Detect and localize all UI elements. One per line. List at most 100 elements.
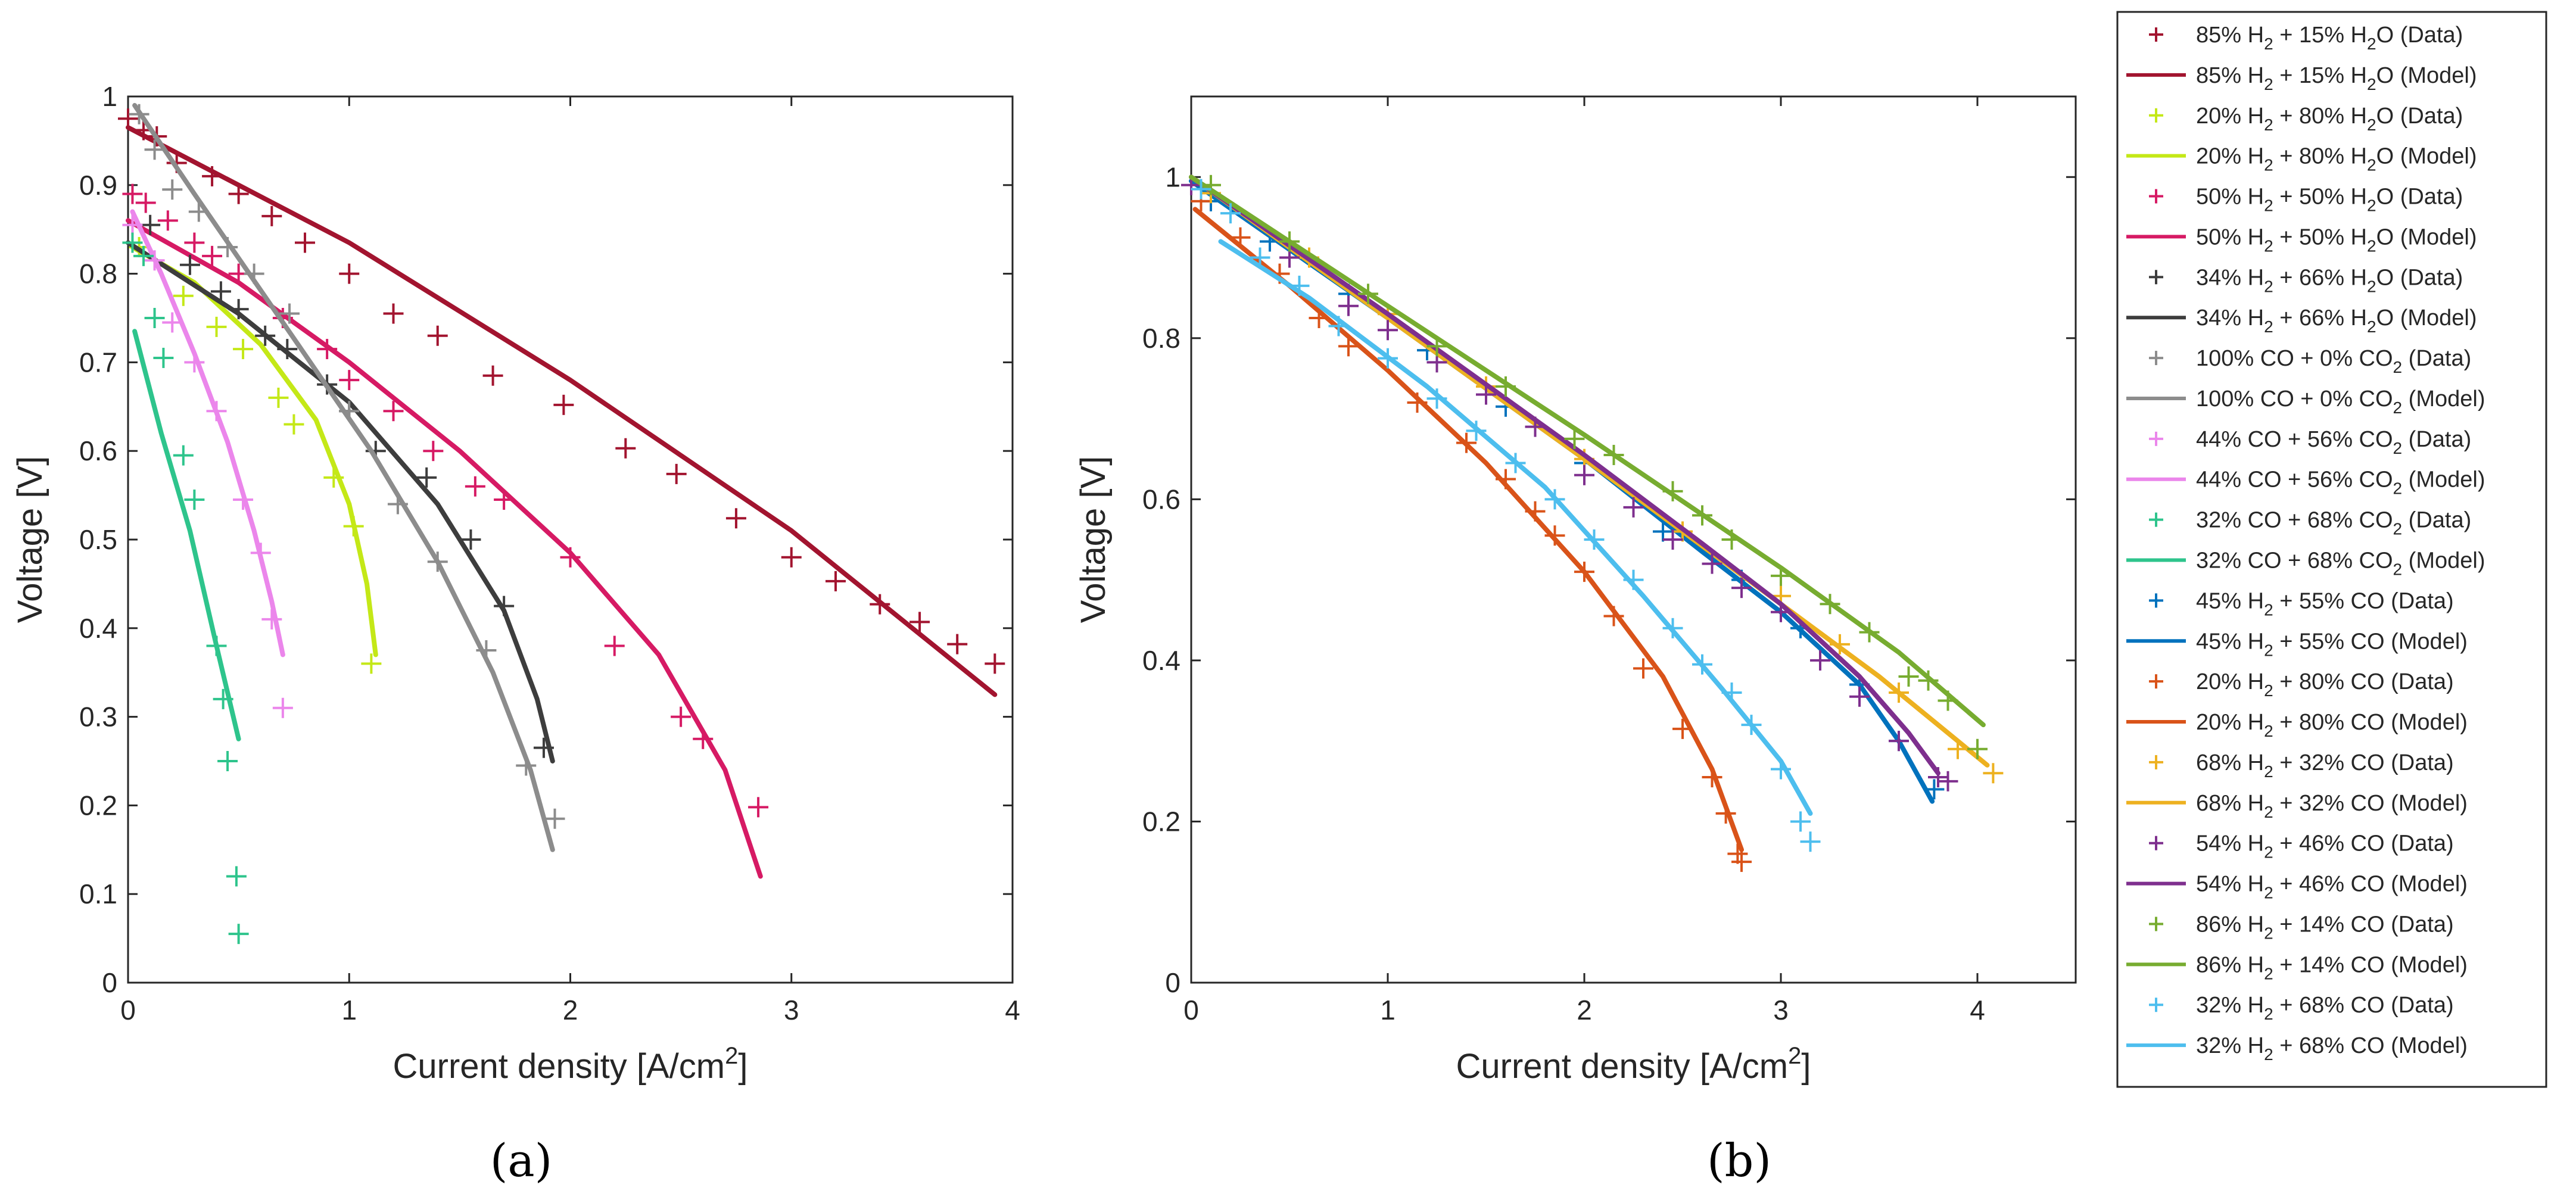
data-point xyxy=(217,751,238,771)
x-tick-label: 0 xyxy=(1183,995,1199,1026)
data-point xyxy=(1662,618,1683,638)
data-point xyxy=(1938,690,1958,711)
legend-entry: 32% CO + 68% CO2 (Data) xyxy=(2149,508,2471,538)
data-point xyxy=(284,414,304,435)
data-point xyxy=(1924,779,1945,800)
legend-label: 20% H2 + 80% CO (Model) xyxy=(2196,710,2468,740)
legend-entry: 85% H2 + 15% H2O (Model) xyxy=(2126,63,2477,94)
data-point xyxy=(1496,469,1516,490)
model-line xyxy=(132,102,555,852)
legend-label: 32% H2 + 68% CO (Data) xyxy=(2196,993,2454,1023)
legend-label: 34% H2 + 66% H2O (Model) xyxy=(2196,306,2477,336)
data-point xyxy=(1328,316,1349,336)
data-point xyxy=(1702,767,1722,788)
y-tick-label: 0.7 xyxy=(79,347,117,378)
legend-entry: 85% H2 + 15% H2O (Data) xyxy=(2149,23,2463,53)
data-point xyxy=(1407,392,1428,413)
legend-label: 100% CO + 0% CO2 (Data) xyxy=(2196,346,2471,376)
data-point xyxy=(206,635,227,656)
legend-label: 86% H2 + 14% CO (Model) xyxy=(2196,952,2468,983)
data-point xyxy=(122,214,143,235)
data-point xyxy=(339,263,360,284)
x-tick-label: 4 xyxy=(1970,995,1985,1026)
data-point xyxy=(1633,658,1653,679)
data-point xyxy=(533,737,554,758)
data-point xyxy=(1662,481,1683,501)
data-point xyxy=(1918,670,1939,691)
data-point xyxy=(244,263,264,284)
data-point xyxy=(1889,682,1909,703)
data-point xyxy=(1338,295,1359,316)
data-point xyxy=(671,706,691,727)
series-86-h2-14-co xyxy=(1189,174,1988,759)
legend-entry: 54% H2 + 46% CO (Data) xyxy=(2149,831,2454,862)
y-tick-label: 0.9 xyxy=(79,170,117,201)
data-point xyxy=(295,232,315,253)
data-point xyxy=(1715,803,1736,824)
model-line xyxy=(132,329,241,741)
series-100-co-0-co2 xyxy=(129,102,565,852)
legend-entry: 45% H2 + 55% CO (Data) xyxy=(2149,588,2454,619)
data-point xyxy=(1790,811,1811,832)
legend-entry: 44% CO + 56% CO2 (Model) xyxy=(2126,468,2485,498)
data-point xyxy=(1810,650,1830,671)
data-point xyxy=(184,490,205,510)
legend-label: 44% CO + 56% CO2 (Data) xyxy=(2196,427,2471,457)
x-tick-label: 1 xyxy=(341,995,357,1026)
data-point xyxy=(693,728,714,749)
data-point xyxy=(173,445,194,466)
data-point xyxy=(1564,428,1585,449)
data-point xyxy=(361,653,382,674)
data-point xyxy=(250,543,271,563)
data-point xyxy=(233,339,254,360)
legend-entry: 100% CO + 0% CO2 (Data) xyxy=(2149,346,2471,376)
data-point xyxy=(1289,275,1310,296)
legend-label: 32% CO + 68% CO2 (Model) xyxy=(2196,548,2485,579)
data-point xyxy=(1721,529,1742,550)
data-point xyxy=(1544,489,1565,510)
data-point xyxy=(476,640,497,660)
y-tick-label: 0.8 xyxy=(1142,323,1180,354)
data-point xyxy=(1426,388,1447,409)
data-point xyxy=(122,232,143,253)
model-line xyxy=(130,209,285,657)
data-point xyxy=(494,596,515,616)
legend-entry: 32% H2 + 68% CO (Data) xyxy=(2149,993,2454,1023)
legend-entry: 68% H2 + 32% CO (Data) xyxy=(2149,750,2454,781)
x-tick-label: 3 xyxy=(784,995,799,1026)
data-point xyxy=(188,201,209,222)
data-point xyxy=(725,508,746,529)
data-point xyxy=(1230,227,1251,248)
legend-entry: 86% H2 + 14% CO (Model) xyxy=(2126,952,2468,983)
data-point xyxy=(1721,682,1742,703)
legend: 85% H2 + 15% H2O (Data) 85% H2 + 15% H2O … xyxy=(2116,11,2547,1088)
data-point xyxy=(1279,231,1300,252)
legend-entry: 54% H2 + 46% CO (Model) xyxy=(2126,872,2468,902)
data-point xyxy=(135,192,156,213)
data-point xyxy=(339,401,360,422)
legend-entry: 34% H2 + 66% H2O (Model) xyxy=(2126,306,2477,336)
data-point xyxy=(1250,247,1270,268)
legend-entry: 68% H2 + 32% CO (Model) xyxy=(2126,791,2468,821)
y-tick-label: 0.4 xyxy=(1142,645,1180,676)
y-tick-label: 0.2 xyxy=(1142,806,1180,837)
data-point xyxy=(1466,420,1487,441)
data-point xyxy=(153,347,174,368)
series-44-co-56-co2 xyxy=(122,209,293,718)
data-point xyxy=(206,401,227,422)
series-85-h2-15-h2o xyxy=(118,108,1005,697)
x-tick-label: 3 xyxy=(1773,995,1789,1026)
x-tick-label: 2 xyxy=(1577,995,1592,1026)
legend-label: 20% H2 + 80% H2O (Model) xyxy=(2196,144,2477,174)
legend-entry: 44% CO + 56% CO2 (Data) xyxy=(2149,427,2471,457)
data-point xyxy=(1378,348,1398,369)
data-point xyxy=(184,232,205,253)
data-point xyxy=(162,179,183,200)
data-point xyxy=(1849,686,1870,707)
data-point xyxy=(1731,578,1752,599)
y-tick-label: 0.2 xyxy=(79,790,117,821)
data-point xyxy=(133,245,154,266)
data-point xyxy=(255,325,276,346)
data-point xyxy=(985,653,1005,674)
data-point xyxy=(1702,553,1722,574)
